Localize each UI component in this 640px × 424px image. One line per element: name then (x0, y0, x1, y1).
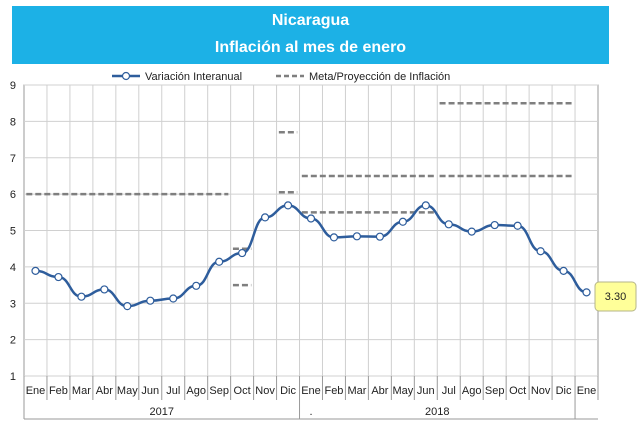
last-value-callout: 3.30 (594, 281, 637, 312)
series-point (306, 214, 316, 223)
y-axis: 1 2 3 4 5 6 7 8 9 (10, 80, 16, 383)
callout-box (594, 281, 637, 312)
x-tick-label: Sep (209, 385, 229, 397)
series-point (146, 296, 155, 305)
callout-value: 3.30 (605, 291, 626, 303)
chart-subtitle: Inflación al mes de enero (214, 39, 407, 56)
x-tick-label: Ago (186, 385, 206, 397)
series-variacion (31, 201, 591, 311)
x-tick-label: Jul (442, 385, 456, 397)
y-tick-label: 3 (10, 298, 16, 310)
legend-series-marker (121, 71, 131, 81)
series-point (352, 232, 362, 241)
chart-title: Nicaragua (271, 12, 350, 29)
series-point (467, 227, 476, 236)
x-tick-label: Feb (324, 385, 343, 397)
x-tick-label: Ago (462, 385, 482, 397)
series-point (54, 272, 63, 282)
x-tick-label: May (117, 385, 138, 397)
target-lines (26, 101, 573, 287)
legend: Variación Interanual Meta/Proyección de … (112, 71, 450, 83)
x-tick-label: Dic (556, 385, 572, 397)
x-tick-label: Ene (301, 385, 321, 397)
x-tick-label: Jul (166, 385, 180, 397)
x-tick-label: May (392, 385, 413, 397)
series-point (513, 221, 522, 230)
x-tick-label: Jun (141, 385, 159, 397)
x-axis-mark: . (309, 406, 312, 418)
x-tick-label: Abr (371, 385, 388, 397)
series-point (100, 285, 109, 294)
series-point (192, 281, 201, 290)
year-label: 2017 (150, 406, 174, 418)
series-point (559, 266, 568, 275)
x-axis: Ene Feb Mar Abr May Jun Jul Ago Sep Oct Nov Dic Ene F… (23, 376, 599, 420)
x-tick-label: Jun (417, 385, 435, 397)
series-point (444, 220, 453, 229)
x-tick-label: Oct (509, 385, 526, 397)
year-label: 2018 (425, 406, 449, 418)
legend-series-label: Variación Interanual (145, 71, 242, 83)
series-point (215, 257, 224, 266)
x-tick-label: Ene (577, 385, 597, 397)
series-point (490, 220, 499, 230)
x-tick-label: Mar (347, 385, 366, 397)
series-point (123, 302, 132, 311)
x-tick-label: Sep (485, 385, 505, 397)
x-tick-label: Oct (234, 385, 251, 397)
x-tick-label: Feb (49, 385, 68, 397)
series-point (582, 288, 591, 297)
y-tick-label: 2 (10, 335, 16, 347)
y-tick-label: 1 (10, 371, 16, 383)
series-point (260, 213, 270, 222)
x-tick-label: Nov (255, 385, 275, 397)
series-point (283, 201, 293, 210)
series-point (77, 292, 86, 301)
series-point (536, 247, 545, 256)
grid-lines (23, 84, 599, 377)
chart-title-banner: Nicaragua Inflación al mes de enero (12, 6, 609, 64)
series-point (238, 248, 247, 258)
x-tick-label: Abr (96, 385, 113, 397)
series-point (31, 266, 40, 275)
y-tick-label: 6 (10, 189, 16, 201)
x-tick-label: Dic (280, 385, 296, 397)
y-tick-label: 7 (10, 153, 16, 165)
y-tick-label: 9 (10, 80, 16, 92)
x-tick-label: Ene (26, 385, 46, 397)
series-point (375, 232, 384, 241)
y-tick-label: 8 (10, 116, 16, 128)
y-tick-label: 5 (10, 226, 16, 238)
series-point (169, 294, 178, 303)
series-point (421, 201, 430, 210)
x-tick-label: Nov (531, 385, 551, 397)
series-point (398, 217, 407, 226)
y-tick-label: 4 (10, 262, 16, 274)
legend-target-label: Meta/Proyección de Inflación (309, 71, 450, 83)
x-tick-label: Mar (72, 385, 91, 397)
series-point (329, 233, 339, 242)
